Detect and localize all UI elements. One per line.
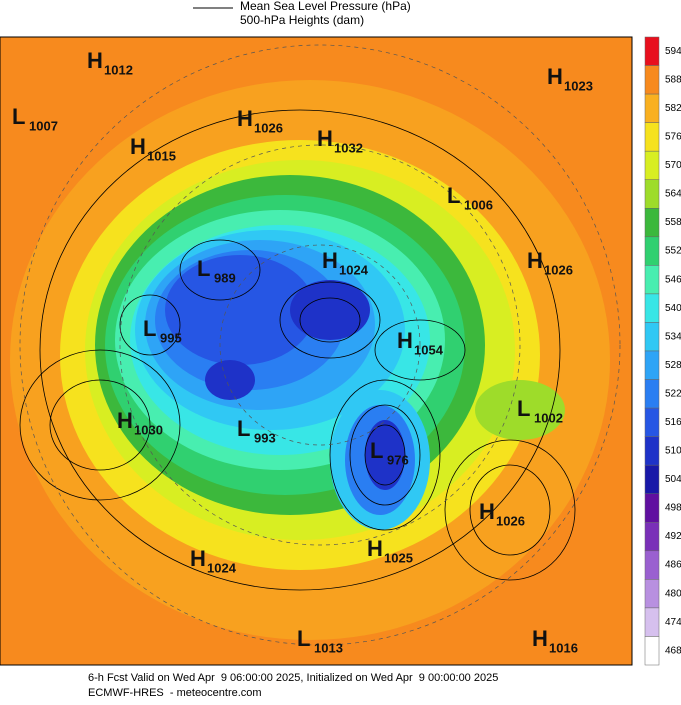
colorbar-swatch [644,550,660,580]
center-value: 1032 [334,140,363,155]
center-value: 1024 [207,560,237,575]
center-letter: L [447,183,460,208]
colorbar-swatch [644,93,660,123]
colorbar: 594 588 582 576 570 564 558 552 546 540 534 528 522 5… [644,36,681,666]
center-value: 1024 [339,262,369,277]
colorbar-swatch [644,36,660,66]
colorbar-label: 480 [665,588,681,599]
colorbar-swatch [644,179,660,209]
center-letter: H [130,134,146,159]
colorbar-label: 570 [665,160,681,171]
center-letter: H [317,126,333,151]
colorbar-label: 516 [665,417,681,428]
center-letter: L [370,438,383,463]
colorbar-swatch [644,208,660,238]
colorbar-swatch [644,150,660,180]
colorbar-label: 564 [665,189,681,200]
center-letter: L [143,316,156,341]
colorbar-label: 522 [665,388,681,399]
colorbar-label: 492 [665,531,681,542]
center-letter: H [397,328,413,353]
center-value: 1054 [414,342,444,357]
colorbar-label: 498 [665,503,681,514]
colorbar-swatch [644,436,660,466]
center-value: 1030 [134,422,163,437]
center-value: 1012 [104,62,133,77]
center-letter: H [190,546,206,571]
center-letter: L [517,396,530,421]
colorbar-swatch [644,65,660,95]
map [0,36,633,666]
center-value: 995 [160,330,182,345]
center-value: 1015 [147,148,176,163]
colorbar-label: 576 [665,132,681,143]
center-letter: L [12,104,25,129]
center-value: 1026 [254,120,283,135]
colorbar-label: 588 [665,74,681,85]
colorbar-label: 468 [665,645,681,656]
colorbar-label: 504 [665,474,681,485]
colorbar-label: 594 [665,46,681,57]
colorbar-label: 528 [665,360,681,371]
center-letter: H [237,106,253,131]
colorbar-swatch [644,607,660,637]
center-value: 1025 [384,550,413,565]
center-value: 993 [254,430,276,445]
center-value: 976 [387,452,409,467]
colorbar-swatch [644,293,660,323]
center-value: 1007 [29,118,58,133]
colorbar-label: 546 [665,274,681,285]
colorbar-swatch [644,579,660,609]
center-value: 1023 [564,78,593,93]
center-value: 1026 [544,262,573,277]
colorbar-label: 474 [665,617,681,628]
colorbar-swatch [644,464,660,494]
center-value: 989 [214,270,236,285]
legend-text: Mean Sea Level Pressure (hPa) [240,0,411,13]
footer-text: 6-h Fcst Valid on Wed Apr 9 06:00:00 202… [88,672,498,684]
colorbar-swatch [644,522,660,552]
colorbar-swatch [644,122,660,152]
center-letter: H [117,408,133,433]
center-letter: H [87,48,103,73]
colorbar-label: 540 [665,303,681,314]
center-letter: H [547,64,563,89]
colorbar-swatch [644,322,660,352]
colorbar-swatch [644,407,660,437]
center-letter: H [532,626,548,651]
colorbar-label: 582 [665,103,681,114]
colorbar-swatch [644,379,660,409]
colorbar-label: 552 [665,246,681,257]
center-letter: H [322,248,338,273]
center-letter: H [479,499,495,524]
center-value: 1006 [464,197,493,212]
center-letter: L [197,256,210,281]
legend-text: 500-hPa Heights (dam) [240,13,364,27]
colorbar-swatch [644,493,660,523]
colorbar-swatch [644,265,660,295]
colorbar-swatch [644,236,660,266]
footer-text: ECMWF-HRES - meteocentre.com [88,687,262,699]
center-value: 1002 [534,410,563,425]
colorbar-swatch [644,350,660,380]
center-letter: H [367,536,383,561]
colorbar-label: 510 [665,446,681,457]
colorbar-label: 486 [665,560,681,571]
center-value: 1013 [314,640,343,655]
center-letter: L [237,416,250,441]
center-value: 1026 [496,513,525,528]
center-letter: H [527,248,543,273]
colorbar-label: 534 [665,331,681,342]
colorbar-label: 558 [665,217,681,228]
center-letter: L [297,626,310,651]
center-value: 1016 [549,640,578,655]
colorbar-swatch [644,636,660,666]
